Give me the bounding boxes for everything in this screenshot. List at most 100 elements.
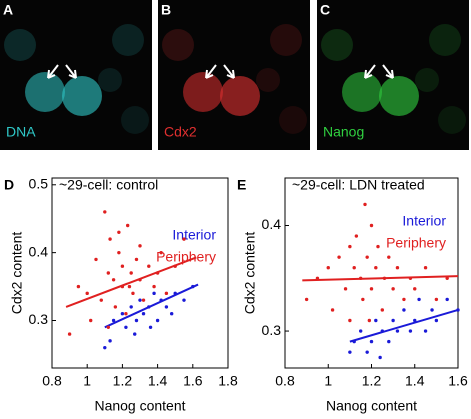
y-tick-label: 0.5	[29, 175, 49, 191]
data-point	[337, 255, 341, 259]
y-axis-label: Cdx2 content	[9, 232, 25, 315]
fit-line	[104, 283, 199, 329]
data-point	[120, 264, 125, 268]
data-point	[402, 297, 406, 302]
data-point	[378, 355, 382, 360]
x-tick-label: 1	[324, 373, 332, 389]
data-point	[106, 271, 111, 275]
x-tick-label: 1.6	[448, 373, 468, 389]
data-point	[434, 318, 439, 323]
axes-frame	[284, 177, 459, 369]
data-point	[67, 332, 72, 336]
axes-frame	[51, 177, 229, 369]
data-point	[134, 257, 139, 262]
legend-label: Periphery	[156, 249, 216, 265]
cell-nucleus	[342, 72, 382, 112]
data-point	[348, 318, 352, 323]
legend-label: Interior	[402, 213, 446, 229]
data-point	[89, 318, 93, 323]
data-point	[124, 325, 128, 329]
x-tick-label: 1.4	[405, 373, 425, 389]
data-point	[358, 329, 363, 333]
data-point	[76, 284, 81, 289]
data-point	[430, 308, 434, 312]
cell-nucleus	[379, 76, 419, 116]
data-point	[169, 312, 174, 316]
x-axis-label: Nanog content	[326, 398, 417, 414]
arrow	[205, 64, 235, 79]
data-point	[361, 297, 365, 302]
data-point	[374, 318, 378, 323]
data-point	[369, 223, 374, 228]
x-tick-label: 1.6	[183, 373, 203, 389]
y-tick-label: 0.3	[262, 322, 282, 338]
data-point	[395, 266, 400, 270]
data-point	[402, 308, 406, 312]
data-point	[423, 266, 428, 270]
data-point	[304, 297, 309, 302]
data-point	[138, 244, 142, 248]
data-point	[380, 308, 385, 312]
cell-nucleus	[121, 106, 149, 134]
data-point	[369, 287, 374, 291]
data-point	[129, 271, 133, 275]
data-point	[413, 287, 417, 291]
data-point	[387, 255, 391, 259]
x-tick-label: 1.4	[148, 373, 168, 389]
data-point	[164, 305, 169, 309]
fit-line	[302, 275, 459, 282]
data-point	[159, 250, 163, 255]
channel-label: Nanog	[323, 124, 364, 140]
data-point	[134, 318, 139, 323]
fit-line	[349, 308, 459, 343]
legend-label: Interior	[172, 227, 216, 243]
data-point	[148, 325, 153, 329]
data-point	[376, 244, 380, 249]
cell-nucleus	[270, 24, 302, 56]
channel-label: DNA	[6, 124, 36, 140]
data-point	[131, 291, 135, 296]
y-tick-label: 0.3	[29, 311, 49, 327]
data-point	[120, 312, 125, 316]
data-point	[363, 202, 367, 207]
data-point	[99, 298, 103, 302]
data-point	[141, 298, 146, 302]
cell-nucleus	[4, 29, 36, 61]
panel-letter: E	[237, 177, 246, 193]
data-point	[103, 345, 107, 350]
data-point	[152, 284, 156, 289]
x-axis-label: Nanog content	[94, 398, 185, 414]
x-tick-label: 1.2	[362, 373, 382, 389]
data-point	[369, 339, 374, 344]
cell-nucleus	[429, 24, 461, 56]
data-point	[423, 329, 428, 333]
cell-nucleus	[438, 106, 466, 134]
data-point	[343, 287, 348, 291]
data-point	[155, 318, 160, 323]
data-point	[391, 287, 395, 291]
data-point	[330, 308, 335, 312]
cell-nucleus	[162, 29, 194, 61]
data-point	[106, 325, 111, 329]
data-point	[374, 266, 378, 270]
data-point	[141, 312, 146, 316]
data-point	[434, 297, 439, 302]
channel-label: Cdx2	[164, 124, 197, 140]
data-point	[417, 297, 421, 302]
data-point	[127, 284, 132, 289]
data-point	[365, 350, 369, 354]
y-tick-label: 0.4	[262, 216, 282, 232]
cell-nucleus	[220, 76, 260, 116]
data-point	[125, 223, 130, 228]
data-point	[111, 278, 116, 282]
cell-nucleus	[25, 72, 65, 112]
x-tick-label: 0.8	[275, 373, 295, 389]
legend-label: Periphery	[386, 235, 446, 251]
data-point	[129, 305, 133, 309]
x-tick-label: 0.8	[42, 373, 62, 389]
data-point	[117, 230, 121, 234]
cell-nucleus	[415, 68, 439, 92]
data-point	[94, 257, 98, 262]
data-point	[85, 291, 89, 296]
